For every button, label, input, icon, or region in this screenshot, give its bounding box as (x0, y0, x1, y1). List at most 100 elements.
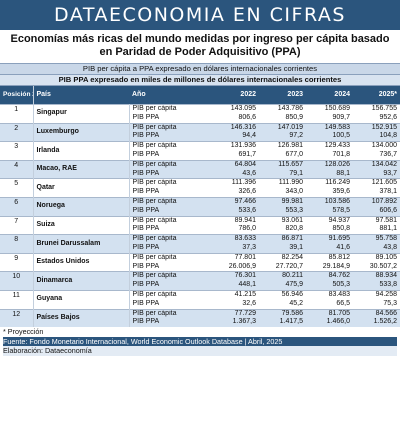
metric-label-cell: PIB per cápita (129, 178, 212, 189)
country-cell: Países Bajos (33, 308, 130, 328)
metric-label-cell: PIB per cápita (129, 252, 212, 263)
metric-label-cell: PIB PPA (129, 206, 212, 217)
value-cell: 32,6 (212, 299, 259, 310)
metric-label-cell: PIB PPA (129, 188, 212, 198)
value-cell: 107.892 (353, 196, 400, 207)
country-cell: Suiza (33, 215, 130, 235)
value-cell: 41.215 (212, 289, 259, 300)
position-cell: 6 (0, 196, 34, 217)
value-cell: 111.990 (259, 178, 306, 189)
position-cell: 2 (0, 122, 34, 142)
metric-label-cell: PIB per cápita (129, 289, 212, 300)
table-body: 1 Singapur PIB per cápita 143.095 143.786 150… (0, 103, 400, 328)
table-row: 5 Qatar PIB per cápita 111.396 111.990 116.24… (0, 178, 400, 198)
value-cell: 41,6 (306, 243, 353, 254)
value-cell: 129.433 (306, 141, 353, 151)
metric-label-cell: PIB per cápita (129, 271, 212, 282)
table-row: 11 Guyana PIB per cápita 41.215 56.946 83.483… (0, 289, 400, 310)
value-cell: 79,1 (259, 169, 306, 179)
value-cell: 553,3 (259, 206, 306, 217)
metric-label-cell: PIB PPA (129, 299, 212, 310)
value-cell: 77.729 (212, 308, 259, 319)
metric-label-cell: PIB PPA (129, 132, 212, 142)
country-cell: Luxemburgo (33, 122, 130, 142)
value-cell: 83.483 (306, 289, 353, 300)
value-cell: 29.184,9 (306, 262, 353, 272)
value-cell: 97.466 (212, 196, 259, 207)
value-cell: 26.006,9 (212, 262, 259, 272)
table-row: PIB PPA 26.006,9 27.720,7 29.184,9 30.507,2 (0, 262, 400, 272)
country-cell: Noruega (33, 196, 130, 217)
table-row: PIB PPA 806,6 850,9 909,7 952,6 (0, 113, 400, 124)
metric-label-cell: PIB PPA (129, 113, 212, 124)
metric-label-cell: PIB PPA (129, 262, 212, 272)
value-cell: 75,3 (353, 299, 400, 310)
value-cell: 850,8 (306, 225, 353, 235)
country-cell: Estados Unidos (33, 252, 130, 272)
value-cell: 66,5 (306, 299, 353, 310)
value-cell: 94.937 (306, 215, 353, 226)
value-cell: 533,6 (212, 206, 259, 217)
value-cell: 30.507,2 (353, 262, 400, 272)
value-cell: 84.762 (306, 271, 353, 282)
value-cell: 79.586 (259, 308, 306, 319)
value-cell: 134.000 (353, 141, 400, 151)
value-cell: 128.026 (306, 159, 353, 170)
position-cell: 12 (0, 308, 34, 328)
metric-label-cell: PIB per cápita (129, 159, 212, 170)
value-cell: 76.301 (212, 271, 259, 282)
value-cell: 77.801 (212, 252, 259, 263)
value-cell: 152.915 (353, 122, 400, 133)
table-row: 7 Suiza PIB per cápita 89.941 93.061 94.937 97… (0, 215, 400, 235)
table-row: 3 Irlanda PIB per cápita 131.936 126.981 129.… (0, 141, 400, 161)
value-cell: 111.396 (212, 178, 259, 189)
position-cell: 11 (0, 289, 34, 310)
value-cell: 326,6 (212, 188, 259, 198)
metric-label-cell: PIB PPA (129, 281, 212, 291)
column-header-2025: 2025* (353, 86, 400, 105)
value-cell: 448,1 (212, 281, 259, 291)
country-cell: Singapur (33, 104, 130, 124)
value-cell: 80.211 (259, 271, 306, 282)
footer: * Proyección Fuente: Fondo Monetario Int… (0, 327, 400, 356)
value-cell: 103.586 (306, 196, 353, 207)
value-cell: 1.367,3 (212, 318, 259, 328)
metric-label-cell: PIB PPA (129, 169, 212, 179)
value-cell: 39,1 (259, 243, 306, 254)
table-row: 1 Singapur PIB per cápita 143.095 143.786 150… (0, 103, 400, 124)
value-cell: 37,3 (212, 243, 259, 254)
position-cell: 4 (0, 159, 34, 179)
value-cell: 606,6 (353, 206, 400, 217)
table-row: PIB PPA 691,7 677,0 701,8 736,7 (0, 150, 400, 161)
footnote: * Proyección (3, 327, 44, 337)
value-cell: 89.941 (212, 215, 259, 226)
table-row: PIB PPA 32,6 45,2 66,5 75,3 (0, 299, 400, 310)
value-cell: 104,8 (353, 132, 400, 142)
value-cell: 82.254 (259, 252, 306, 263)
value-cell: 89.105 (353, 252, 400, 263)
metric-label-cell: PIB per cápita (129, 196, 212, 207)
value-cell: 45,2 (259, 299, 306, 310)
value-cell: 736,7 (353, 150, 400, 161)
column-header-2023: 2023 (259, 86, 306, 105)
value-cell: 149.583 (306, 122, 353, 133)
table-row: PIB PPA 94,4 97,2 100,5 104,8 (0, 132, 400, 142)
position-cell: 7 (0, 215, 34, 235)
value-cell: 881,1 (353, 225, 400, 235)
value-cell: 94,4 (212, 132, 259, 142)
metric-label-cell: PIB per cápita (129, 141, 212, 151)
value-cell: 88,1 (306, 169, 353, 179)
value-cell: 786,0 (212, 225, 259, 235)
value-cell: 150.689 (306, 103, 353, 114)
value-cell: 701,8 (306, 150, 353, 161)
country-cell: Irlanda (33, 141, 130, 161)
column-header-position: Posición 2024 (0, 86, 34, 105)
value-cell: 1.417,5 (259, 318, 306, 328)
value-cell: 146.316 (212, 122, 259, 133)
country-cell: Macao, RAE (33, 159, 130, 179)
country-cell: Guyana (33, 289, 130, 310)
value-cell: 99.981 (259, 196, 306, 207)
column-header-country: País (33, 86, 129, 105)
page-title: Economías más ricas del mundo medidas po… (10, 33, 390, 58)
value-cell: 343,0 (259, 188, 306, 198)
